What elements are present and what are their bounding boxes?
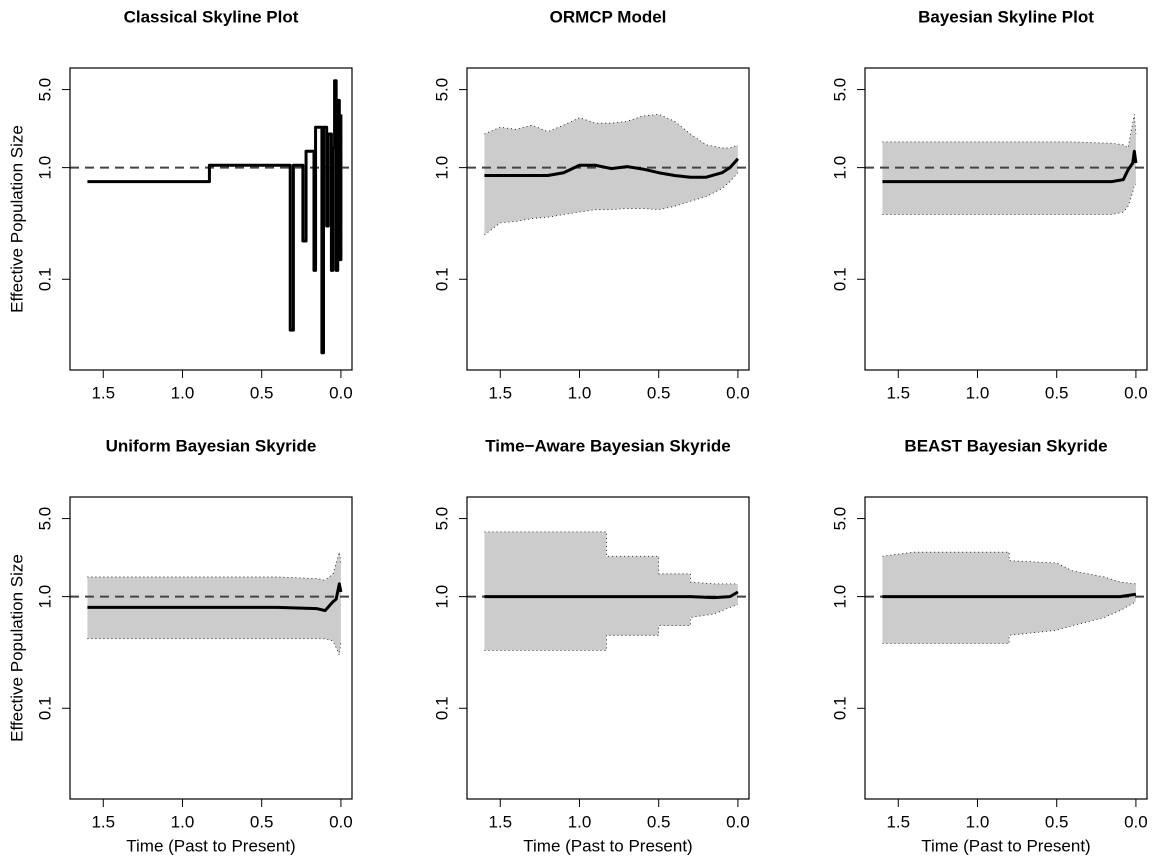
x-tick-label: 0.0	[329, 812, 353, 831]
band-edge	[882, 114, 1137, 149]
x-tick-label: 0.0	[329, 383, 353, 402]
panel-title: Classical Skyline Plot	[124, 7, 299, 26]
x-tick-label: 0.5	[647, 812, 671, 831]
x-tick-label: 1.0	[568, 383, 592, 402]
x-tick-label: 1.5	[488, 383, 512, 402]
panel-title: BEAST Bayesian Skyride	[904, 436, 1107, 455]
plot-frame	[69, 67, 353, 371]
x-tick-label: 0.0	[726, 383, 750, 402]
median-line	[882, 592, 1137, 599]
x-tick-label: 0.5	[250, 383, 274, 402]
plot-area	[70, 79, 352, 355]
plot-frame	[69, 496, 353, 800]
plot-frame	[466, 67, 750, 371]
panel-title: Bayesian Skyline Plot	[918, 7, 1094, 26]
y-tick-label: 0.1	[830, 696, 849, 720]
x-tick-label: 0.0	[1124, 812, 1148, 831]
x-tick-label: 1.5	[91, 383, 115, 402]
y-tick-label: 5.0	[830, 78, 849, 102]
confidence-band	[484, 531, 738, 651]
confidence-band	[882, 114, 1136, 215]
plot-area	[865, 114, 1147, 215]
x-tick-label: 0.0	[726, 812, 750, 831]
band-edge	[484, 531, 738, 585]
y-tick-label: 1.0	[35, 156, 54, 180]
band-edge	[87, 552, 342, 581]
median-line	[87, 582, 343, 613]
y-tick-label: 1.0	[35, 585, 54, 609]
plot-frame	[864, 67, 1148, 371]
x-tick-label: 1.5	[886, 812, 910, 831]
plot-area	[865, 551, 1147, 644]
x-tick-label: 0.5	[1045, 383, 1069, 402]
band-edge	[87, 638, 342, 657]
y-tick-label: 1.0	[432, 156, 451, 180]
x-axis-label: Time (Past to Present)	[921, 836, 1090, 855]
y-tick-label: 1.0	[830, 156, 849, 180]
x-tick-label: 0.5	[647, 383, 671, 402]
band-edge	[882, 551, 1136, 585]
y-tick-label: 0.1	[35, 696, 54, 720]
plot-frame	[466, 496, 750, 800]
y-tick-label: 5.0	[830, 507, 849, 531]
y-tick-label: 0.1	[432, 267, 451, 291]
median-line	[882, 149, 1138, 184]
x-tick-label: 0.0	[1124, 383, 1148, 402]
x-tick-label: 0.5	[1045, 812, 1069, 831]
plot-area	[467, 113, 749, 236]
x-tick-label: 1.0	[966, 812, 990, 831]
confidence-band	[484, 114, 738, 235]
x-tick-label: 1.0	[966, 383, 990, 402]
x-tick-label: 1.0	[171, 812, 195, 831]
x-tick-label: 1.0	[568, 812, 592, 831]
y-axis-label: Effective Population Size	[7, 125, 26, 313]
panel-title: Time−Aware Bayesian Skyride	[485, 436, 731, 455]
x-tick-label: 1.5	[91, 812, 115, 831]
y-axis-label: Effective Population Size	[7, 554, 26, 742]
y-tick-label: 5.0	[432, 507, 451, 531]
y-tick-label: 0.1	[35, 267, 54, 291]
x-tick-label: 0.5	[250, 812, 274, 831]
y-tick-label: 0.1	[830, 267, 849, 291]
y-tick-label: 5.0	[35, 78, 54, 102]
plot-area	[70, 552, 352, 657]
median-line	[484, 157, 740, 179]
y-tick-label: 5.0	[432, 78, 451, 102]
panel-title: Uniform Bayesian Skyride	[106, 436, 317, 455]
x-tick-label: 1.5	[886, 383, 910, 402]
plot-frame	[864, 496, 1148, 800]
x-tick-label: 1.0	[171, 383, 195, 402]
median-line	[484, 590, 739, 600]
y-tick-label: 5.0	[35, 507, 54, 531]
y-tick-label: 1.0	[830, 585, 849, 609]
x-tick-label: 1.5	[488, 812, 512, 831]
median-line	[87, 79, 343, 355]
x-axis-label: Time (Past to Present)	[126, 836, 295, 855]
panel-title: ORMCP Model	[550, 7, 667, 26]
x-axis-label: Time (Past to Present)	[523, 836, 692, 855]
plot-area	[467, 531, 749, 651]
y-tick-label: 1.0	[432, 585, 451, 609]
confidence-band	[87, 552, 341, 655]
y-tick-label: 0.1	[432, 696, 451, 720]
